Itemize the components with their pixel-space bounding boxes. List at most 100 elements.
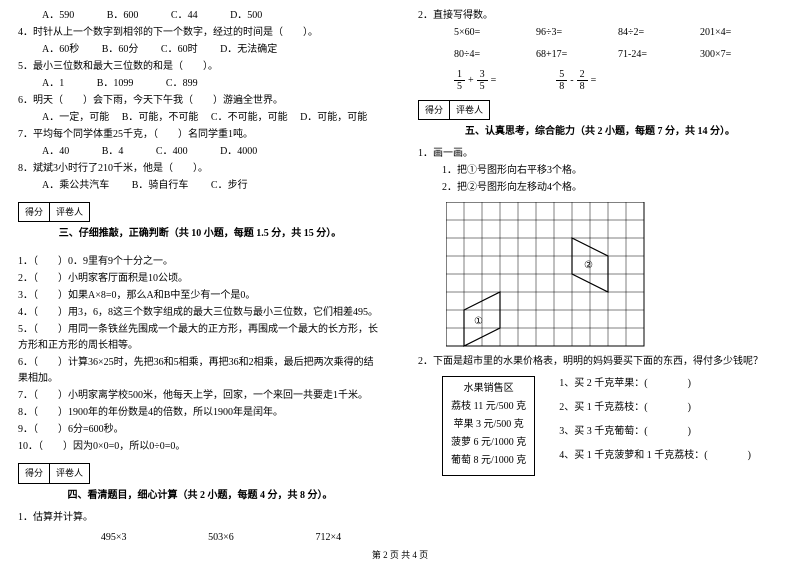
grader-label: 评卷人 [50, 202, 90, 222]
score-label: 得分 [418, 100, 450, 120]
score-box-5: 得分 评卷人 [418, 100, 782, 120]
opt: A．590 [42, 10, 74, 21]
price-q: 3、买 3 千克葡萄：( ) [559, 424, 751, 440]
draw-sub: 1．把①号图形向右平移3个格。 [418, 163, 782, 179]
q8: 8．斌斌3小时行了210千米，他是（ ）。 [18, 161, 382, 177]
frac-op: + [468, 73, 474, 89]
opt: A．60秒 [42, 44, 79, 55]
opt: C．步行 [211, 180, 248, 191]
frac-num: 3 [477, 69, 488, 81]
frac-num: 5 [556, 69, 567, 81]
price-q: 4、买 1 千克菠萝和 1 千克荔枝：( ) [559, 448, 751, 464]
price-item: 菠萝 6 元/1000 克 [451, 435, 526, 451]
opt: A．乘公共汽车 [42, 180, 109, 191]
calc-item: 5×60= [454, 25, 536, 41]
price-title: 水果销售区 [451, 381, 526, 397]
opt: B．1099 [97, 78, 134, 89]
q3-options: A．590 B．600 C．44 D．500 [18, 8, 382, 24]
judge-item: 7．（ ）小明家离学校500米，他每天上学，回家，一个来回一共要走1千米。 [18, 388, 382, 404]
section-3-title: 三、仔细推敲，正确判断（共 10 小题，每题 1.5 分，共 15 分）。 [18, 226, 382, 242]
q6-options: A．一定，可能 B．可能，不可能 C．不可能，可能 D．可能，可能 [18, 110, 382, 126]
opt: A．一定，可能 [42, 112, 109, 123]
calc-item: 71-24= [618, 47, 700, 63]
draw-label: 1．画一画。 [418, 146, 782, 162]
score-label: 得分 [18, 463, 50, 483]
q5: 5．最小三位数和最大三位数的和是（ ）。 [18, 59, 382, 75]
opt: C．不可能，可能 [211, 112, 288, 123]
price-q: 1、买 2 千克苹果：( ) [559, 376, 751, 392]
opt: B．60分 [102, 44, 139, 55]
opt: B．骑自行车 [132, 180, 189, 191]
calc-item: 96÷3= [536, 25, 618, 41]
price-q: 2、买 1 千克荔枝：( ) [559, 400, 751, 416]
svg-text:②: ② [584, 260, 593, 271]
opt: A．40 [42, 146, 69, 157]
opt: B．可能，不可能 [122, 112, 199, 123]
price-section: 水果销售区 荔枝 11 元/500 克 苹果 3 元/500 克 菠萝 6 元/… [442, 376, 782, 476]
opt: D．500 [230, 10, 262, 21]
judge-item: 1．（ ）0．9里有9个十分之一。 [18, 254, 382, 270]
calc-item: 300×7= [700, 47, 782, 63]
price-item: 荔枝 11 元/500 克 [451, 399, 526, 415]
judge-item: 5．（ ）用同一条铁丝先围成一个最大的正方形，再围成一个最大的长方形，长方形和正… [18, 322, 382, 354]
score-box-3: 得分 评卷人 [18, 202, 382, 222]
page-footer: 第 2 页 共 4 页 [0, 548, 800, 561]
calc-grid: 5×60= 96÷3= 84÷2= 201×4= 80÷4= 68+17= 71… [454, 25, 782, 69]
grid-diagram: ②① [446, 202, 782, 348]
opt: A．1 [42, 78, 64, 89]
section-4-title: 四、看清题目，细心计算（共 2 小题，每题 4 分，共 8 分）。 [18, 488, 382, 504]
price-item: 葡萄 8 元/1000 克 [451, 453, 526, 469]
price-questions: 1、买 2 千克苹果：( ) 2、买 1 千克荔枝：( ) 3、买 3 千克葡萄… [559, 376, 751, 476]
calc-item: 712×4 [316, 530, 342, 546]
calc-item: 201×4= [700, 25, 782, 41]
fraction-expr: 58 - 28 = [556, 69, 596, 92]
opt: D．可能，可能 [300, 112, 367, 123]
judge-item: 4．（ ）用3，6，8这三个数字组成的最大三位数与最小三位数，它们相差495。 [18, 305, 382, 321]
calc-item: 495×3 [101, 530, 127, 546]
left-column: A．590 B．600 C．44 D．500 4．时针从上一个数字到相邻的下一个… [0, 0, 400, 540]
opt: C．44 [171, 10, 198, 21]
calc-item: 80÷4= [454, 47, 536, 63]
frac-den: 5 [454, 81, 465, 92]
frac-den: 8 [577, 81, 588, 92]
q5-options: A．1 B．1099 C．899 [18, 76, 382, 92]
opt: C．60时 [161, 44, 198, 55]
right-column: 2．直接写得数。 5×60= 96÷3= 84÷2= 201×4= 80÷4= … [400, 0, 800, 540]
judge-item: 8．（ ）1900年的年份数是4的倍数，所以1900年是闰年。 [18, 405, 382, 421]
section-5-title: 五、认真思考，综合能力（共 2 小题，每题 7 分，共 14 分）。 [418, 124, 782, 140]
opt: B．600 [107, 10, 139, 21]
price-box: 水果销售区 荔枝 11 元/500 克 苹果 3 元/500 克 菠萝 6 元/… [442, 376, 535, 476]
q6: 6．明天（ ）会下雨，今天下午我（ ）游遍全世界。 [18, 93, 382, 109]
calc-row: 495×3 503×6 712×4 [60, 530, 382, 546]
frac-op: - [570, 73, 573, 89]
frac-num: 1 [454, 69, 465, 81]
opt: C．899 [166, 78, 198, 89]
frac-den: 5 [477, 81, 488, 92]
opt: C．400 [156, 146, 188, 157]
q4: 4．时针从上一个数字到相邻的下一个数字，经过的时间是（ ）。 [18, 25, 382, 41]
q4-options: A．60秒 B．60分 C．60时 D．无法确定 [18, 42, 382, 58]
calc-item: 503×6 [208, 530, 234, 546]
price-item: 苹果 3 元/500 克 [451, 417, 526, 433]
judge-item: 6．（ ）计算36×25时，先把36和5相乘，再把36和2相乘，最后把两次乘得的… [18, 355, 382, 387]
draw-sub: 2．把②号图形向左移动4个格。 [418, 180, 782, 196]
opt: B．4 [102, 146, 124, 157]
q7: 7．平均每个同学体重25千克，（ ）名同学重1吨。 [18, 127, 382, 143]
calc-label: 1．估算并计算。 [18, 510, 382, 526]
grader-label: 评卷人 [50, 463, 90, 483]
fraction-row: 15 + 35 = 58 - 28 = [454, 69, 782, 92]
score-box-4: 得分 评卷人 [18, 463, 382, 483]
equals: = [591, 73, 597, 89]
calc-item: 84÷2= [618, 25, 700, 41]
q8-options: A．乘公共汽车 B．骑自行车 C．步行 [18, 178, 382, 194]
q7-options: A．40 B．4 C．400 D．4000 [18, 144, 382, 160]
q2b: 2．下面是超市里的水果价格表，明明的妈妈要买下面的东西，得付多少钱呢？ [418, 354, 782, 370]
frac-den: 8 [556, 81, 567, 92]
frac-num: 2 [577, 69, 588, 81]
judge-item: 9．（ ）6分=600秒。 [18, 422, 382, 438]
calc-item: 68+17= [536, 47, 618, 63]
grader-label: 评卷人 [450, 100, 490, 120]
opt: D．无法确定 [220, 44, 277, 55]
opt: D．4000 [220, 146, 257, 157]
q2-label: 2．直接写得数。 [418, 8, 782, 24]
